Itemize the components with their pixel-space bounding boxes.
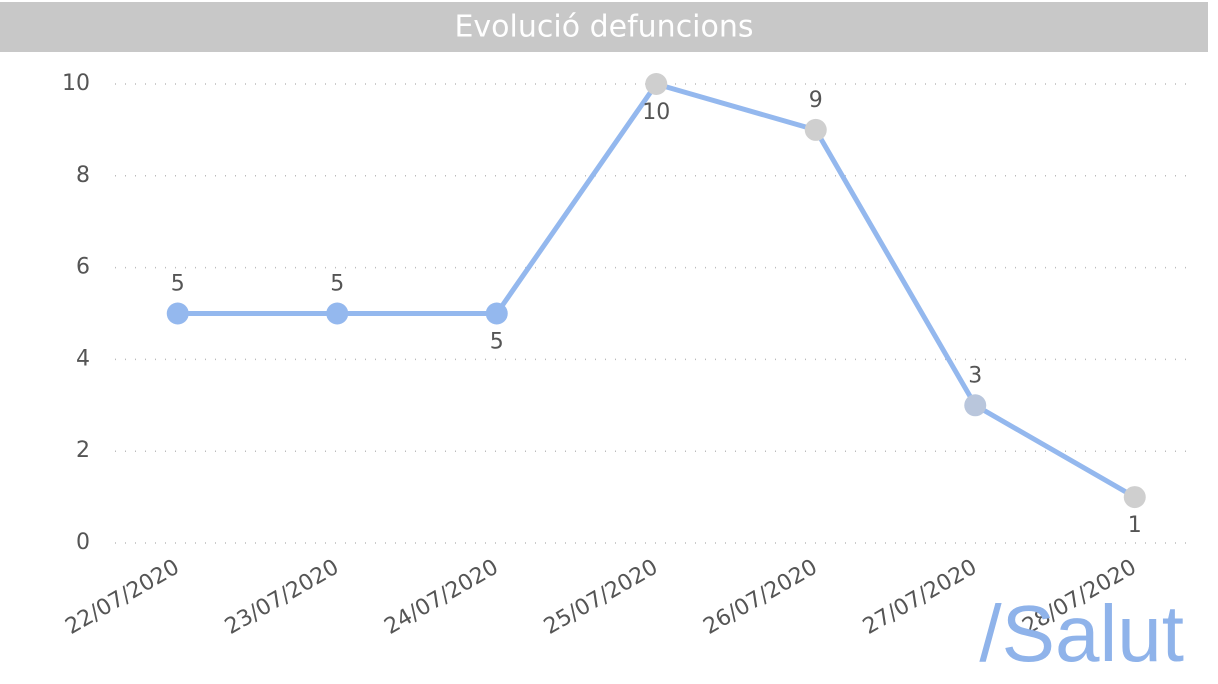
point	[1123, 486, 1146, 509]
point	[485, 302, 508, 325]
point	[326, 302, 349, 325]
y-tick-label: 0	[76, 530, 90, 555]
chart-title: Evolució defuncions	[454, 10, 753, 45]
y-tick-label: 4	[76, 346, 90, 371]
data-label: 1	[1128, 513, 1142, 538]
x-tick-label: 23/07/2020	[221, 555, 343, 640]
data-label: 9	[809, 88, 823, 113]
data-label: 5	[330, 272, 344, 297]
x-tick-label: 27/07/2020	[859, 555, 981, 640]
data-label: 10	[642, 100, 670, 125]
point	[804, 118, 827, 141]
x-tick-label: 25/07/2020	[540, 555, 662, 640]
x-tick-label: 26/07/2020	[699, 555, 821, 640]
line	[177, 81, 1136, 500]
y-tick-label: 2	[76, 438, 90, 463]
point	[645, 73, 668, 95]
y-tick-label: 6	[76, 255, 90, 280]
logo: /Salut	[979, 589, 1184, 678]
point	[964, 394, 987, 417]
data-label: 5	[490, 330, 504, 355]
y-tick-label: 10	[62, 71, 90, 96]
data-label: 3	[968, 363, 982, 388]
data-label: 5	[171, 272, 185, 297]
title-bar	[0, 2, 1208, 52]
y-tick-label: 8	[76, 163, 90, 188]
x-tick-label: 24/07/2020	[380, 555, 502, 640]
point	[166, 302, 189, 325]
x-tick-label: 22/07/2020	[61, 555, 183, 640]
